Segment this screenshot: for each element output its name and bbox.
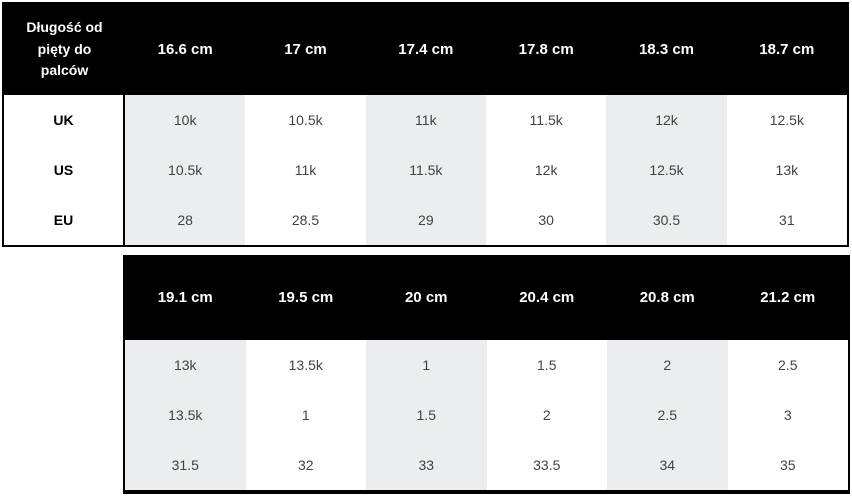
size-cell: 28.5 [245,195,366,245]
size-table-bottom-body: 13k 13.5k 1 1.5 2 2.5 13.5k 1 1.5 2 2.5 … [125,340,848,490]
size-cell: 13.5k [125,390,246,440]
size-cell: 32 [245,440,366,490]
size-cell: 11.5k [486,95,607,145]
size-cell: 31 [726,195,847,245]
size-cell: 12.5k [606,145,727,195]
size-cell: 13k [125,340,246,390]
column-header-length: 20.8 cm [639,289,695,306]
size-cell: 12k [606,95,727,145]
column-header-length: 17 cm [284,41,327,58]
size-table-top-body: UK 10k 10.5k 11k 11.5k 12k 12.5k US 10.5… [4,95,847,245]
size-table-bottom-header-row: 19.1 cm 19.5 cm 20 cm 20.4 cm 20.8 cm 21… [125,255,848,340]
column-header-length: 19.5 cm [278,289,334,306]
size-cell: 11k [365,95,486,145]
size-cell: 30 [486,195,607,245]
column-header-length: 20 cm [404,289,448,306]
size-cell: 33.5 [486,440,607,490]
size-cell: 2.5 [727,340,848,390]
size-cell: 1.5 [366,390,487,440]
size-cell: 10.5k [125,145,246,195]
size-cell: 11k [245,145,366,195]
column-header-length: 20.4 cm [519,289,575,306]
size-cell: 33 [366,440,487,490]
column-header-length: 19.1 cm [157,289,213,306]
size-cell: 30.5 [606,195,727,245]
size-cell: 1 [245,390,366,440]
size-table-bottom: 19.1 cm 19.5 cm 20 cm 20.4 cm 20.8 cm 21… [123,255,850,494]
size-cell: 2.5 [607,390,728,440]
size-cell: 3 [727,390,848,440]
size-table-top: Długość od pięty do palców 16.6 cm 17 cm… [2,2,849,247]
size-cell: 1 [366,340,487,390]
size-cell: 12.5k [726,95,847,145]
size-cell: 2 [486,390,607,440]
row-label-uk: UK [4,95,125,145]
size-cell: 29 [365,195,486,245]
size-cell: 31.5 [125,440,246,490]
row-label-us: US [4,145,125,195]
column-header-length: 16.6 cm [157,41,213,58]
size-cell: 11.5k [365,145,486,195]
column-header-length: 18.3 cm [638,41,695,58]
size-cell: 10.5k [245,95,366,145]
size-cell: 10k [125,95,246,145]
size-cell: 2 [607,340,728,390]
size-table-top-header-row: Długość od pięty do palców 16.6 cm 17 cm… [4,4,847,95]
column-header-length: 18.7 cm [759,41,815,58]
size-cell: 35 [727,440,848,490]
column-header-length: 17.4 cm [398,41,454,58]
size-cell: 34 [607,440,728,490]
column-header-length: 21.2 cm [760,289,816,306]
row-label-eu: EU [4,195,125,245]
size-cell: 1.5 [486,340,607,390]
size-cell: 13k [726,145,847,195]
size-cell: 13.5k [245,340,366,390]
size-cell: 12k [486,145,607,195]
heel-to-toe-length-header: Długość od pięty do palców [26,18,103,79]
size-cell: 28 [125,195,246,245]
column-header-length: 17.8 cm [518,41,574,58]
